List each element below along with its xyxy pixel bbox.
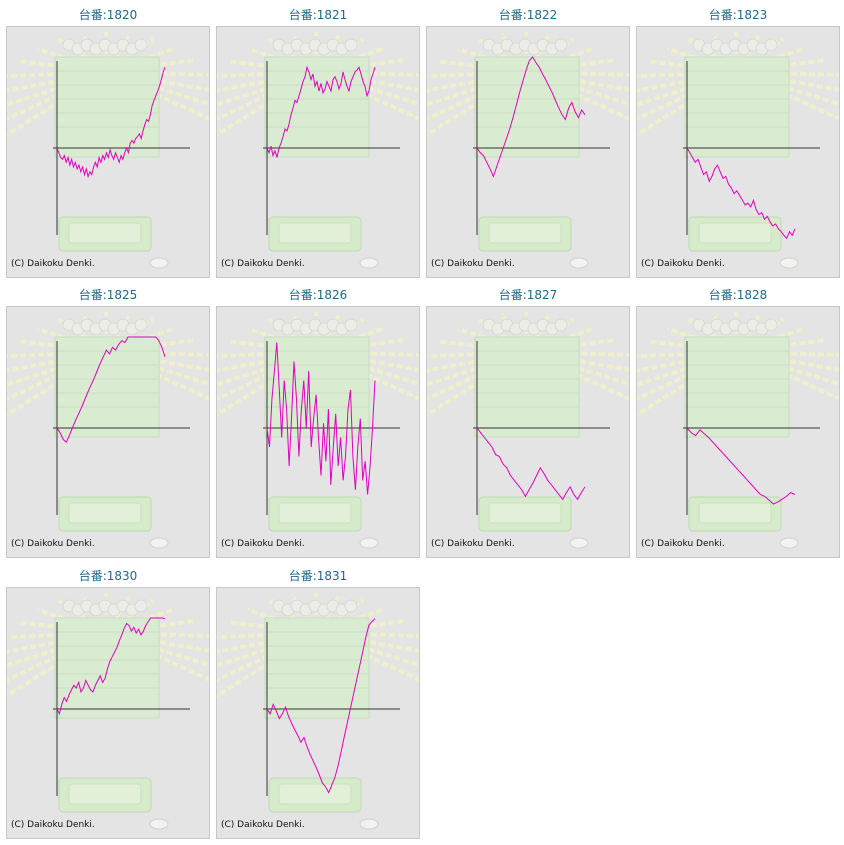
- pachinko-pile-background: [637, 31, 839, 269]
- payout-series-line: [686, 147, 796, 240]
- payout-series-line: [266, 65, 376, 158]
- chart-panel: (C) Daikoku Denki.: [426, 26, 630, 278]
- payout-series-line: [686, 427, 796, 505]
- copyright-text: (C) Daikoku Denki.: [221, 539, 305, 549]
- pachinko-pile-background: [7, 31, 209, 269]
- line-chart: [217, 592, 419, 830]
- payout-series-line: [56, 336, 166, 444]
- machine-number-link[interactable]: 台番:1822: [498, 8, 558, 22]
- machine-number-link[interactable]: 台番:1831: [288, 569, 348, 583]
- copyright-text: (C) Daikoku Denki.: [221, 820, 305, 830]
- line-chart: [7, 311, 209, 549]
- pachinko-pile-background: [427, 31, 629, 269]
- line-chart: [637, 31, 839, 269]
- payout-series-line: [266, 342, 376, 495]
- pachinko-pile-background: [637, 311, 839, 549]
- chart-panel: (C) Daikoku Denki.: [426, 306, 630, 558]
- machine-chart-card: 台番:1825 (C) Daikoku Denki.: [6, 284, 210, 558]
- line-chart: [427, 311, 629, 549]
- payout-series-line: [476, 56, 586, 178]
- machine-chart-card: 台番:1822 (C) Daikoku Denki.: [426, 4, 630, 278]
- chart-panel: (C) Daikoku Denki.: [636, 306, 840, 558]
- line-chart: [427, 31, 629, 269]
- copyright-text: (C) Daikoku Denki.: [431, 259, 515, 269]
- line-chart: [7, 592, 209, 830]
- payout-series-line: [56, 617, 166, 716]
- line-chart: [7, 31, 209, 269]
- pachinko-pile-background: [427, 311, 629, 549]
- chart-panel: (C) Daikoku Denki.: [216, 587, 420, 839]
- chart-panel: (C) Daikoku Denki.: [6, 306, 210, 558]
- machine-chart-card: 台番:1826 (C) Daikoku Denki.: [216, 284, 420, 558]
- machine-chart-card: 台番:1820 (C) Daikoku Denki.: [6, 4, 210, 278]
- machine-chart-card: 台番:1828 (C) Daikoku Denki.: [636, 284, 840, 558]
- machine-number-link[interactable]: 台番:1821: [288, 8, 348, 22]
- copyright-text: (C) Daikoku Denki.: [11, 820, 95, 830]
- payout-series-line: [56, 67, 166, 179]
- machine-number-link[interactable]: 台番:1827: [498, 288, 558, 302]
- machine-number-link[interactable]: 台番:1830: [78, 569, 138, 583]
- machine-number-link[interactable]: 台番:1823: [708, 8, 768, 22]
- machine-chart-card: 台番:1830 (C) Daikoku Denki.: [6, 565, 210, 839]
- chart-panel: (C) Daikoku Denki.: [216, 306, 420, 558]
- pachinko-pile-background: [7, 592, 209, 830]
- machine-chart-card: 台番:1831 (C) Daikoku Denki.: [216, 565, 420, 839]
- line-chart: [217, 311, 419, 549]
- chart-panel: (C) Daikoku Denki.: [6, 26, 210, 278]
- copyright-text: (C) Daikoku Denki.: [641, 259, 725, 269]
- copyright-text: (C) Daikoku Denki.: [221, 259, 305, 269]
- chart-panel: (C) Daikoku Denki.: [636, 26, 840, 278]
- copyright-text: (C) Daikoku Denki.: [11, 539, 95, 549]
- pachinko-pile-background: [7, 311, 209, 549]
- machine-chart-card: 台番:1821 (C) Daikoku Denki.: [216, 4, 420, 278]
- line-chart: [637, 311, 839, 549]
- pachinko-pile-background: [217, 31, 419, 269]
- chart-panel: (C) Daikoku Denki.: [6, 587, 210, 839]
- pachinko-pile-background: [217, 592, 419, 830]
- line-chart: [217, 31, 419, 269]
- machine-number-link[interactable]: 台番:1826: [288, 288, 348, 302]
- machine-number-link[interactable]: 台番:1825: [78, 288, 138, 302]
- machine-chart-card: 台番:1827 (C) Daikoku Denki.: [426, 284, 630, 558]
- copyright-text: (C) Daikoku Denki.: [431, 539, 515, 549]
- payout-series-line: [266, 618, 376, 794]
- payout-series-line: [476, 427, 586, 501]
- machine-chart-card: 台番:1823 (C) Daikoku Denki.: [636, 4, 840, 278]
- pachinko-pile-background: [217, 311, 419, 549]
- machine-number-link[interactable]: 台番:1820: [78, 8, 138, 22]
- chart-panel: (C) Daikoku Denki.: [216, 26, 420, 278]
- machine-number-link[interactable]: 台番:1828: [708, 288, 768, 302]
- copyright-text: (C) Daikoku Denki.: [11, 259, 95, 269]
- copyright-text: (C) Daikoku Denki.: [641, 539, 725, 549]
